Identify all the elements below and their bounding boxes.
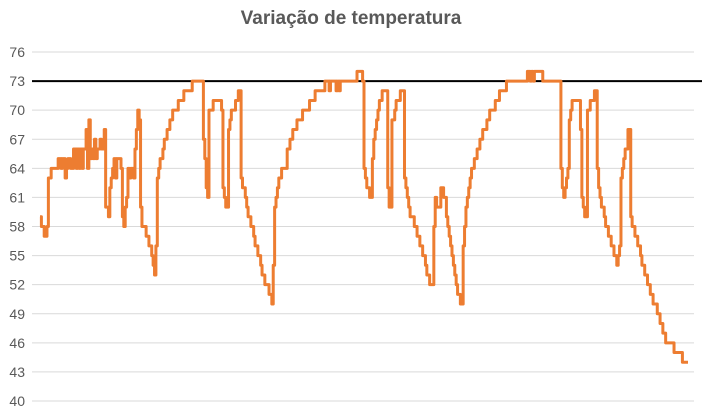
y-tick-label: 46 — [9, 335, 25, 351]
y-tick-label: 67 — [9, 131, 25, 147]
y-tick-label: 40 — [9, 393, 25, 409]
y-tick-label: 61 — [9, 189, 25, 205]
y-tick-label: 70 — [9, 102, 25, 118]
y-tick-label: 73 — [9, 73, 25, 89]
y-tick-label: 49 — [9, 306, 25, 322]
y-tick-label: 58 — [9, 219, 25, 235]
y-tick-label: 76 — [9, 44, 25, 60]
chart-title: Variação de temperatura — [240, 8, 462, 29]
y-axis-tick-labels: 40 43 46 49 52 55 58 61 64 67 70 73 76 — [9, 44, 25, 409]
y-tick-label: 52 — [9, 277, 25, 293]
series-line-0 — [39, 69, 689, 364]
y-tick-label: 55 — [9, 248, 25, 264]
y-tick-label: 43 — [9, 364, 25, 380]
y-tick-label: 64 — [9, 160, 25, 176]
series-layer — [39, 69, 689, 364]
